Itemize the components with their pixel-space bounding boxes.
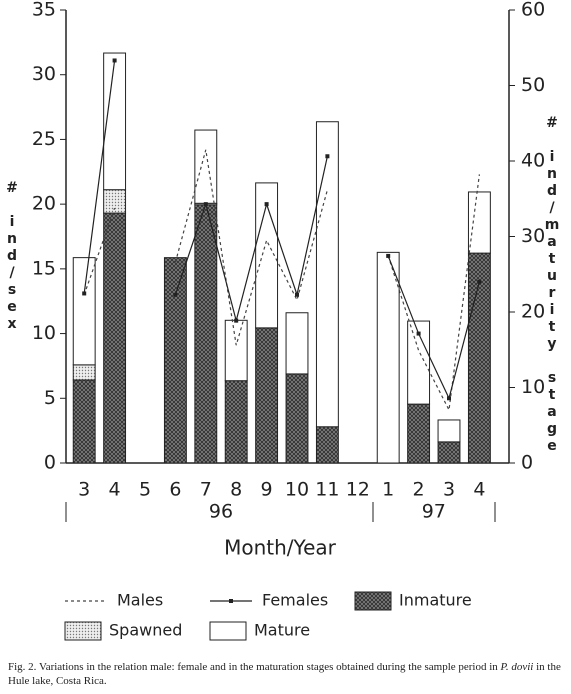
y2-tick-label: 60	[521, 0, 545, 21]
bar-segment	[224, 380, 248, 464]
point-marker	[264, 202, 269, 207]
bar-segment	[224, 319, 248, 382]
point-marker	[112, 58, 117, 63]
bar-segment	[467, 252, 491, 464]
point-marker	[82, 291, 87, 296]
legend-swatch	[209, 621, 247, 641]
bar-segment	[194, 129, 218, 204]
bar-segment	[437, 419, 461, 443]
bar-segment	[72, 257, 96, 366]
y-tick-label: 35	[32, 0, 56, 21]
y2-tick-label: 0	[521, 452, 533, 474]
x-tick-label: 12	[346, 479, 370, 501]
point-marker	[173, 292, 178, 297]
legend-marker	[229, 599, 233, 603]
x-tick-label: 4	[473, 479, 485, 501]
chart: # ind/sex # ind/maturity stage Month/Yea…	[4, 0, 560, 641]
bar-segment	[163, 257, 187, 464]
caption-text: in the Hule lake, Costa Rica.	[8, 661, 561, 687]
y2-tick-label: 40	[521, 150, 545, 172]
bar-segment	[255, 327, 279, 464]
legend-label: Mature	[254, 621, 310, 640]
y-tick-label: 20	[32, 193, 56, 215]
x-tick-label: 9	[261, 479, 273, 501]
x-tick-label: 8	[230, 479, 242, 501]
x-tick-label: 11	[315, 479, 339, 501]
bar-segment	[437, 441, 461, 464]
x-tick-label: 10	[285, 479, 309, 501]
bar-segment	[194, 204, 218, 464]
x-tick-label: 7	[200, 479, 212, 501]
y-tick-label: 5	[44, 387, 56, 409]
y2-tick-label: 50	[521, 74, 545, 96]
legend-label: Males	[117, 591, 163, 610]
y2-tick-label: 10	[521, 376, 545, 398]
legend-swatch	[354, 591, 392, 611]
x-tick-label: 6	[169, 479, 181, 501]
x-tick-label: 5	[139, 479, 151, 501]
y-tick-label: 25	[32, 128, 56, 150]
x-tick-label: 3	[443, 479, 455, 501]
point-marker	[325, 154, 330, 159]
year-label: 97	[422, 501, 446, 523]
y-tick-label: 30	[32, 63, 56, 85]
legend-label: Spawned	[109, 621, 182, 640]
y-tick-label: 0	[44, 452, 56, 474]
point-marker	[447, 396, 451, 401]
point-marker	[416, 331, 421, 336]
x-tick-label: 1	[382, 479, 394, 501]
legend-swatch	[64, 621, 102, 641]
legend-label: Females	[262, 591, 328, 610]
point-marker	[234, 318, 239, 323]
x-tick-label: 3	[78, 479, 90, 501]
year-label: 96	[209, 501, 233, 523]
legend-label: Inmature	[399, 591, 472, 610]
y-tick-label: 10	[32, 322, 56, 344]
bar-segment	[72, 379, 96, 464]
y-tick-label: 15	[32, 257, 56, 279]
bar-segment	[103, 52, 127, 191]
point-marker	[295, 292, 299, 297]
x-tick-label: 2	[413, 479, 425, 501]
species: P. dovii	[500, 661, 534, 673]
x-tick-label: 4	[109, 479, 121, 501]
bar-segment	[407, 403, 431, 464]
y2-axis-label: # ind/maturity stage	[544, 115, 560, 455]
point-marker	[386, 253, 391, 258]
bar-segment	[315, 121, 339, 428]
bar-segment	[407, 320, 431, 405]
bar-segment	[285, 312, 309, 375]
point-marker	[477, 279, 482, 284]
series-line	[83, 60, 480, 401]
point-marker	[203, 202, 208, 207]
bar-segment	[285, 373, 309, 464]
series-line	[83, 149, 480, 412]
bar-segment	[376, 251, 400, 464]
bar-segment	[315, 426, 339, 464]
y-axis-label: # ind/sex	[4, 180, 20, 333]
y2-tick-label: 20	[521, 301, 545, 323]
bar-segment	[467, 191, 491, 254]
bar-segment	[103, 212, 127, 464]
bar-segment	[72, 364, 96, 381]
caption: Fig. 2. Variations in the relation male:…	[8, 660, 563, 688]
caption-text: Fig. 2. Variations in the relation male:…	[8, 661, 501, 673]
y2-tick-label: 30	[521, 225, 545, 247]
x-axis-label: Month/Year	[224, 536, 337, 560]
